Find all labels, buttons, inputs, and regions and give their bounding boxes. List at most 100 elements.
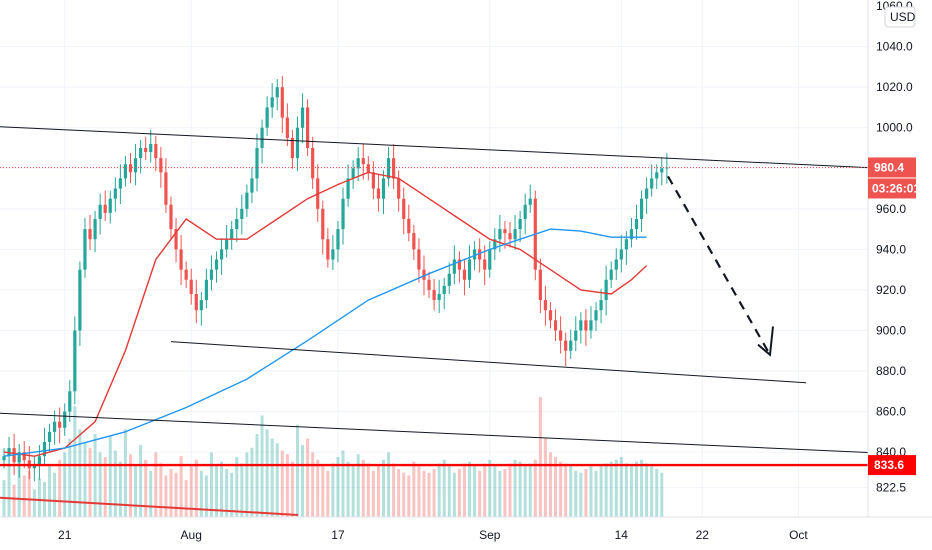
volume-bar <box>37 478 41 517</box>
volume-bar <box>538 397 542 517</box>
volume-bar <box>609 461 613 517</box>
candle-body <box>199 300 203 311</box>
volume-bar <box>215 466 219 517</box>
candle-body <box>179 249 183 270</box>
volume-bar <box>7 466 11 517</box>
candle-body <box>22 452 26 461</box>
volume-bar <box>331 463 335 517</box>
volume-bar <box>225 469 229 517</box>
volume-bar <box>341 450 345 517</box>
x-tick-label: 21 <box>58 528 72 542</box>
volume-bar <box>164 475 168 517</box>
candle-body <box>245 192 249 209</box>
candle-body <box>169 204 173 230</box>
volume-bar <box>392 463 396 517</box>
candle-body <box>452 259 456 274</box>
volume-bar <box>98 452 102 517</box>
volume-bar <box>624 463 628 517</box>
candle-body <box>402 198 406 219</box>
y-tick-label: 900.0 <box>876 323 906 337</box>
candle-body <box>594 310 598 321</box>
candle-body <box>17 452 21 463</box>
candle-body <box>472 249 477 260</box>
volume-bar <box>295 424 299 517</box>
candle-body <box>376 188 381 199</box>
candle-body <box>614 259 618 270</box>
candle-body <box>523 204 527 219</box>
volume-bar <box>199 470 203 517</box>
volume-bar <box>574 470 578 517</box>
candle-body <box>326 239 330 260</box>
candle-body <box>589 320 593 331</box>
volume-bar <box>113 450 117 517</box>
volume-bar <box>316 459 320 517</box>
volume-bar <box>422 470 426 517</box>
candle-body <box>478 249 482 260</box>
support-price-tag <box>868 455 916 476</box>
chart-grid <box>0 0 868 517</box>
volume-bar <box>174 472 178 517</box>
candle-body <box>579 320 583 331</box>
bottom-trend-line <box>0 496 299 516</box>
candle-body <box>341 198 345 230</box>
volume-bar <box>149 470 153 517</box>
volume-bar <box>559 461 563 517</box>
volume-bar <box>518 461 522 517</box>
volume-bar <box>83 443 87 517</box>
volume-bar <box>123 429 127 517</box>
y-tick-label: 860.0 <box>876 405 906 419</box>
candle-body <box>240 208 244 219</box>
candle-body <box>660 168 664 173</box>
candle-body <box>194 293 198 311</box>
volume-bar <box>326 470 330 517</box>
volume-bar <box>584 469 588 517</box>
candle-body <box>599 300 603 311</box>
candle-body <box>306 107 310 149</box>
candle-body <box>457 259 461 270</box>
volume-bar <box>382 459 385 517</box>
candle-body <box>321 208 325 240</box>
volume-bar <box>619 457 623 517</box>
last-price-tag <box>868 157 916 178</box>
candle-body <box>650 178 654 189</box>
volume-bar <box>442 459 446 517</box>
volume-bar <box>468 461 472 517</box>
countdown-tag <box>868 178 916 199</box>
volume-bar <box>118 461 122 517</box>
candle-body <box>42 441 47 457</box>
candle-body <box>311 148 315 179</box>
volume-bar <box>462 463 466 517</box>
candle-body <box>427 279 431 290</box>
volume-bar <box>169 469 173 517</box>
volume-bar <box>417 466 421 517</box>
volume-bar <box>280 450 284 517</box>
candle-body <box>154 143 158 159</box>
candle-body <box>386 158 391 179</box>
candle-body <box>47 431 52 442</box>
volume-bars <box>2 397 664 517</box>
candle-body <box>32 464 36 469</box>
candle-body <box>37 456 42 465</box>
candle-body <box>331 249 335 260</box>
volume-bar <box>22 475 26 517</box>
volume-bar <box>194 459 198 517</box>
candle-body <box>184 269 188 280</box>
volume-bar <box>351 466 355 517</box>
volume-bar <box>533 459 537 517</box>
lower-trend-line <box>0 412 869 454</box>
candle-body <box>250 178 254 193</box>
volume-bar <box>144 459 148 517</box>
candle-body <box>144 148 148 153</box>
candle-body <box>503 229 507 234</box>
volume-bar <box>48 466 52 517</box>
volume-bar <box>629 466 633 517</box>
candle-body <box>553 320 558 331</box>
volume-bar <box>275 443 279 517</box>
y-tick-label: 960.0 <box>876 202 906 216</box>
y-tick-label: 822.5 <box>876 481 906 495</box>
candle-body <box>624 239 628 250</box>
candle-body <box>634 218 639 230</box>
candle-body <box>432 289 436 301</box>
candle-body <box>2 456 6 461</box>
